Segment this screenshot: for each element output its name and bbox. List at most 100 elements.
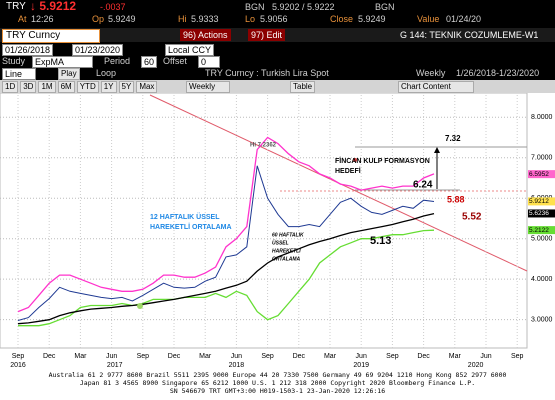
range-button[interactable]: 3D xyxy=(20,81,37,93)
ticker: TRY xyxy=(6,1,26,12)
annotation: 6.24 xyxy=(413,180,433,191)
page-title: G 144: TEKNIK COZUMLEME-W1 xyxy=(400,30,539,40)
annotation: HAREKETLİ xyxy=(272,247,301,254)
chart-content-button[interactable]: Chart Content xyxy=(398,81,474,93)
pattern-marker xyxy=(353,158,357,162)
x-year-label: 2017 xyxy=(107,362,123,369)
range-button[interactable]: 5Y xyxy=(118,81,135,93)
x-year-label: 2020 xyxy=(468,362,484,369)
low-label: Lo xyxy=(245,14,256,24)
range-buttons: 1D 3D 1M 6M YTD 1Y 5Y Max xyxy=(2,81,158,93)
currency-select[interactable]: Local CCY xyxy=(165,44,215,56)
bid-source: BGN xyxy=(245,2,265,12)
high: 5.9333 xyxy=(191,14,219,24)
x-tick-label: Jun xyxy=(231,353,242,360)
high-label: Hi xyxy=(178,14,187,24)
table-button[interactable]: Table xyxy=(290,81,316,93)
series-line xyxy=(18,229,435,327)
value-tag xyxy=(528,170,555,179)
range-button[interactable]: 1Y xyxy=(100,81,117,93)
study-label: Study xyxy=(2,56,26,66)
end-date[interactable]: 01/23/2020 xyxy=(72,44,124,56)
security-input[interactable]: TRY Curncy xyxy=(2,29,100,43)
period-input[interactable]: 60 xyxy=(141,56,158,68)
value-tag xyxy=(528,197,555,206)
annotation: ORTALAMA xyxy=(272,256,301,262)
footer-line: Australia 61 2 9777 8600 Brazil 5511 239… xyxy=(48,371,507,379)
actions-menu[interactable]: 96) Actions xyxy=(180,29,231,41)
footer: Australia 61 2 9777 8600 Brazil 5511 239… xyxy=(0,371,555,400)
plot-area xyxy=(0,93,528,349)
y-tick-label: 8.0000 xyxy=(531,114,553,121)
range-button[interactable]: YTD xyxy=(76,81,99,93)
y-tick-label: 4.0000 xyxy=(531,276,553,283)
period-label: Period xyxy=(104,56,131,66)
play-button[interactable]: Play xyxy=(58,68,80,80)
close: 5.9249 xyxy=(358,14,386,24)
range-button[interactable]: Max xyxy=(136,81,158,93)
x-tick-label: Dec xyxy=(293,353,306,360)
x-tick-label: Dec xyxy=(417,353,430,360)
x-tick-label: Sep xyxy=(137,353,150,360)
edit-menu[interactable]: 97) Edit xyxy=(248,29,286,41)
series-line xyxy=(17,136,435,313)
annotation: 5.13 xyxy=(370,235,391,247)
value-tag-label: 6.5952 xyxy=(529,171,549,178)
time-label: At xyxy=(18,14,27,24)
x-tick-label: Sep xyxy=(386,353,399,360)
start-date[interactable]: 01/26/2018 xyxy=(2,44,54,56)
pattern-marker xyxy=(137,303,143,309)
study-select[interactable]: ExpMA xyxy=(32,56,93,68)
series-line xyxy=(17,165,435,321)
loop-checkbox[interactable]: Loop xyxy=(96,68,117,78)
price: ↓ 5.9212 xyxy=(30,0,77,13)
chart: 3.00004.00005.00006.00007.00008.0000SepD… xyxy=(0,93,555,371)
ask-source: BGN xyxy=(375,2,395,12)
x-year-label: 2019 xyxy=(353,362,369,369)
close-label: Close xyxy=(330,14,354,24)
annotation: HAREKETLİ ORTALAMA xyxy=(150,223,232,231)
line-select[interactable]: Line xyxy=(2,68,36,80)
x-tick-label: Dec xyxy=(43,353,56,360)
annotation: HEDEFİ xyxy=(335,167,361,175)
x-year-label: 2018 xyxy=(229,362,245,369)
bid-ask: 5.9202 / 5.9222 xyxy=(272,2,335,12)
range-button[interactable]: 1M xyxy=(38,81,56,93)
offset-input[interactable]: 0 xyxy=(198,56,220,68)
value-tag-label: 5.9212 xyxy=(529,198,549,205)
x-tick-label: Sep xyxy=(511,353,524,360)
frequency: Weekly xyxy=(416,68,446,78)
annotation: FİNCAN KULP FORMASYON xyxy=(335,157,430,165)
value-date: 01/24/20 xyxy=(446,14,482,24)
open: 5.9249 xyxy=(108,14,136,24)
footer-line: Japan 81 3 4565 8900 Singapore 65 6212 1… xyxy=(79,379,476,387)
open-label: Op xyxy=(92,14,105,24)
x-tick-label: Jun xyxy=(106,353,117,360)
x-tick-label: Dec xyxy=(168,353,181,360)
arrow-head xyxy=(434,147,440,153)
x-year-label: 2016 xyxy=(10,362,26,369)
footer-line: SN 546679 TRT GMT+3:00 H019-1503-1 23-Ja… xyxy=(169,387,386,395)
low: 5.9056 xyxy=(260,14,288,24)
x-tick-label: Mar xyxy=(449,353,462,360)
x-tick-label: Mar xyxy=(74,353,87,360)
annotation: ÜSSEL xyxy=(272,239,289,246)
y-tick-label: 3.0000 xyxy=(531,317,553,324)
x-tick-label: Jun xyxy=(356,353,367,360)
value-tag-label: 5.6236 xyxy=(529,210,549,217)
offset-label: Offset xyxy=(163,56,187,66)
value-label: Value xyxy=(417,14,440,24)
annotation: 5.88 xyxy=(447,194,465,204)
annotation: 7.32 xyxy=(445,134,461,143)
date-range: 1/26/2018-1/23/2020 xyxy=(456,68,540,78)
range-button[interactable]: 1D xyxy=(2,81,19,93)
period-select[interactable]: Weekly xyxy=(186,81,230,93)
annotation: 60 HAFTALIK xyxy=(272,232,304,238)
range-button[interactable]: 6M xyxy=(57,81,75,93)
x-tick-label: Mar xyxy=(324,353,337,360)
time: 12:26 xyxy=(31,14,54,24)
series-line xyxy=(17,212,435,325)
x-tick-label: Jun xyxy=(480,353,491,360)
value-tag-label: 5.2122 xyxy=(529,227,549,234)
